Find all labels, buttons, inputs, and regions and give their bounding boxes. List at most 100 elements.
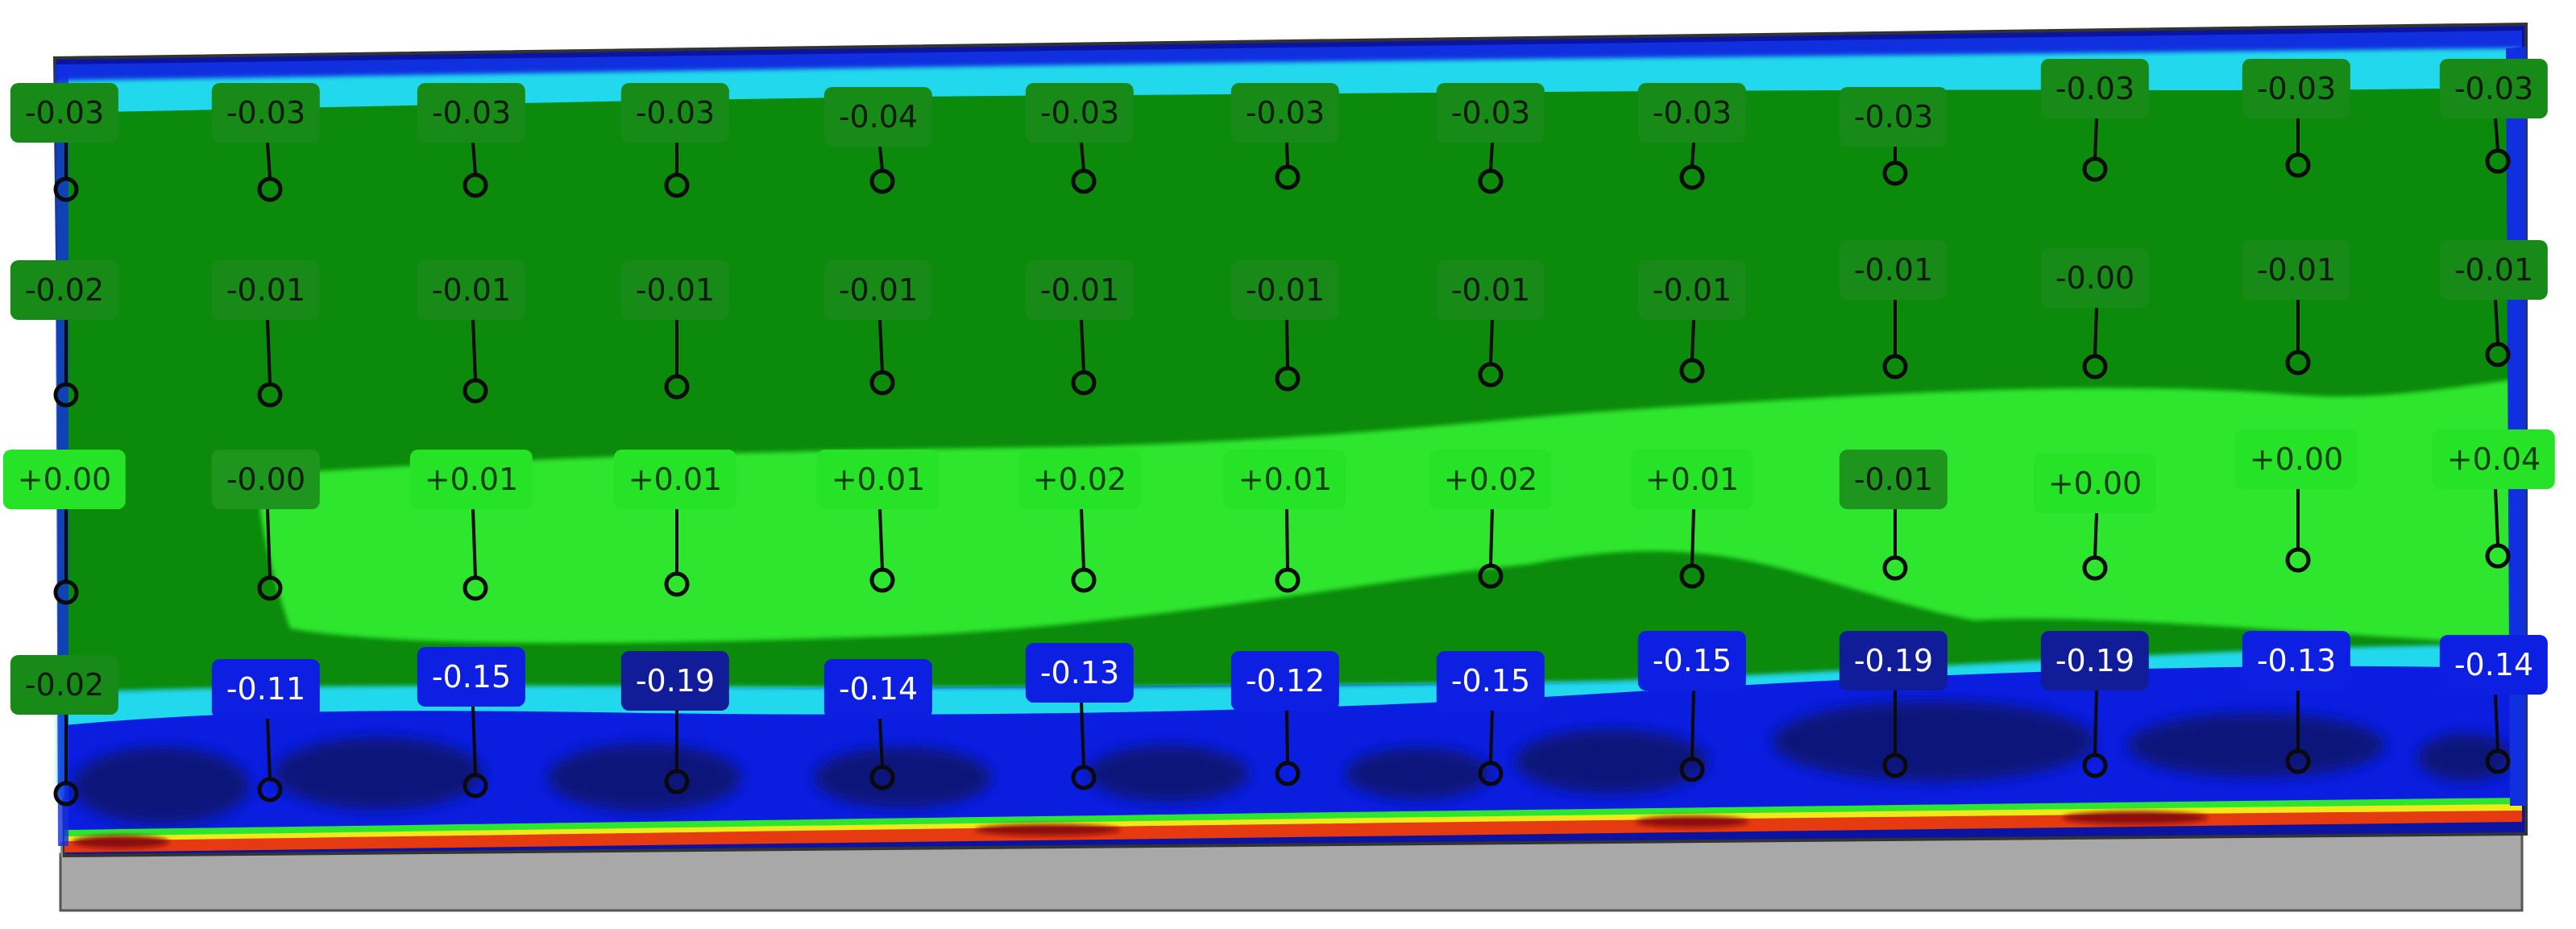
measurement-point — [2485, 749, 2511, 774]
measurement-point — [1478, 761, 1504, 786]
leader-line — [1489, 319, 1494, 364]
measurement-point — [1071, 168, 1097, 194]
leader-line — [2093, 118, 2098, 159]
leader-line — [1080, 702, 1085, 767]
deviation-value-label: +0.01 — [1630, 450, 1754, 509]
deviation-value-label: +0.04 — [2432, 429, 2556, 489]
deviation-value-label: -0.01 — [211, 260, 321, 320]
measurement-point — [1882, 753, 1908, 778]
measurement-point — [257, 176, 283, 202]
measurement-point — [664, 769, 690, 794]
leader-line — [1489, 508, 1494, 566]
edge-dark-red — [73, 811, 2208, 848]
deviation-value-label: -0.14 — [2439, 635, 2549, 695]
measurement-pins — [53, 118, 2511, 807]
measurement-point — [869, 567, 895, 593]
measurement-point — [2285, 547, 2311, 573]
deviation-value-label: +0.01 — [816, 450, 940, 509]
deviation-value-label: -0.01 — [2439, 240, 2549, 300]
leader-line — [878, 718, 884, 767]
measurement-point — [53, 579, 79, 605]
measurement-point — [2485, 543, 2511, 569]
leader-line — [266, 319, 272, 384]
measurement-point — [1275, 567, 1300, 593]
measurement-point — [1882, 160, 1908, 186]
leader-line — [878, 319, 884, 372]
measurement-point — [2285, 152, 2311, 178]
measurement-point — [664, 571, 690, 597]
measurement-point — [664, 172, 690, 198]
leader-line — [1690, 508, 1695, 566]
leader-line — [1080, 508, 1085, 570]
measurement-point — [2082, 354, 2108, 379]
measurement-point — [53, 176, 79, 202]
deviation-value-label: +0.00 — [2234, 429, 2358, 489]
measurement-point — [1478, 362, 1504, 388]
deviation-value-label: -0.01 — [2242, 240, 2351, 300]
measurement-point — [1478, 168, 1504, 194]
deviation-value-label: -0.03 — [1839, 87, 1948, 147]
right-blue-edge — [2506, 47, 2526, 806]
measurement-point — [664, 374, 690, 400]
deviation-value-label: -0.03 — [1637, 83, 1747, 143]
measurement-point — [463, 773, 488, 798]
deviation-value-label: -0.03 — [1025, 83, 1135, 143]
leader-line — [2093, 690, 2098, 755]
leader-line — [471, 319, 477, 380]
deviation-value-label: -0.13 — [1025, 643, 1135, 703]
deviation-value-label: -0.19 — [2040, 631, 2150, 691]
leader-line — [471, 142, 477, 175]
leader-line — [1489, 710, 1494, 763]
measurement-point — [53, 781, 79, 807]
deviation-value-label: -0.15 — [417, 647, 526, 707]
leader-line — [1489, 142, 1494, 171]
deviation-value-label: -0.19 — [1839, 631, 1948, 691]
measurement-point — [1679, 164, 1705, 190]
leader-line — [1080, 142, 1085, 171]
leader-line — [2093, 512, 2098, 558]
deviation-value-label: -0.11 — [211, 659, 321, 719]
measurement-point — [257, 382, 283, 408]
leader-line — [2093, 307, 2098, 356]
leader-line — [878, 146, 884, 171]
deviation-value-label: -0.04 — [823, 87, 933, 147]
measurement-point — [1071, 567, 1097, 593]
deviation-value-label: -0.15 — [1436, 651, 1545, 711]
deviation-value-label: -0.03 — [620, 83, 730, 143]
deviation-value-label: -0.01 — [823, 260, 933, 320]
deviation-value-label: +0.01 — [1223, 450, 1347, 509]
measurement-point — [257, 575, 283, 601]
measurement-point — [2082, 555, 2108, 581]
deviation-value-label: -0.01 — [1230, 260, 1340, 320]
measurement-point — [257, 777, 283, 803]
deviation-value-label: +0.00 — [2033, 454, 2157, 513]
deviation-value-label: +0.00 — [2, 450, 127, 509]
deviation-value-label: -0.01 — [1436, 260, 1545, 320]
measurement-point — [2082, 753, 2108, 778]
measurement-point — [1275, 366, 1300, 392]
measurement-point — [2485, 148, 2511, 174]
leader-line — [1285, 142, 1289, 167]
light-green-region — [258, 379, 2520, 645]
deviation-value-label: -0.01 — [1839, 240, 1948, 300]
deviation-value-label: +0.02 — [1018, 450, 1142, 509]
leader-line — [1080, 319, 1085, 372]
deviation-value-label: -0.03 — [2242, 59, 2351, 118]
deviation-value-label: -0.03 — [2439, 59, 2549, 118]
deviation-value-label: -0.03 — [10, 83, 119, 143]
deviation-value-label: +0.01 — [613, 450, 737, 509]
measurement-point — [869, 370, 895, 396]
deviation-value-label: +0.02 — [1429, 450, 1553, 509]
measurement-point — [1882, 555, 1908, 581]
measurement-point — [1275, 164, 1300, 190]
measurement-point — [53, 382, 79, 408]
deviation-value-label: -0.01 — [1839, 450, 1948, 509]
leader-line — [471, 508, 477, 578]
deviation-value-label: -0.03 — [1436, 83, 1545, 143]
deviation-value-label: -0.03 — [2040, 59, 2150, 118]
deviation-value-label: -0.01 — [1025, 260, 1135, 320]
measurement-point — [1679, 563, 1705, 589]
leader-line — [266, 142, 272, 179]
leader-line — [2494, 299, 2499, 344]
